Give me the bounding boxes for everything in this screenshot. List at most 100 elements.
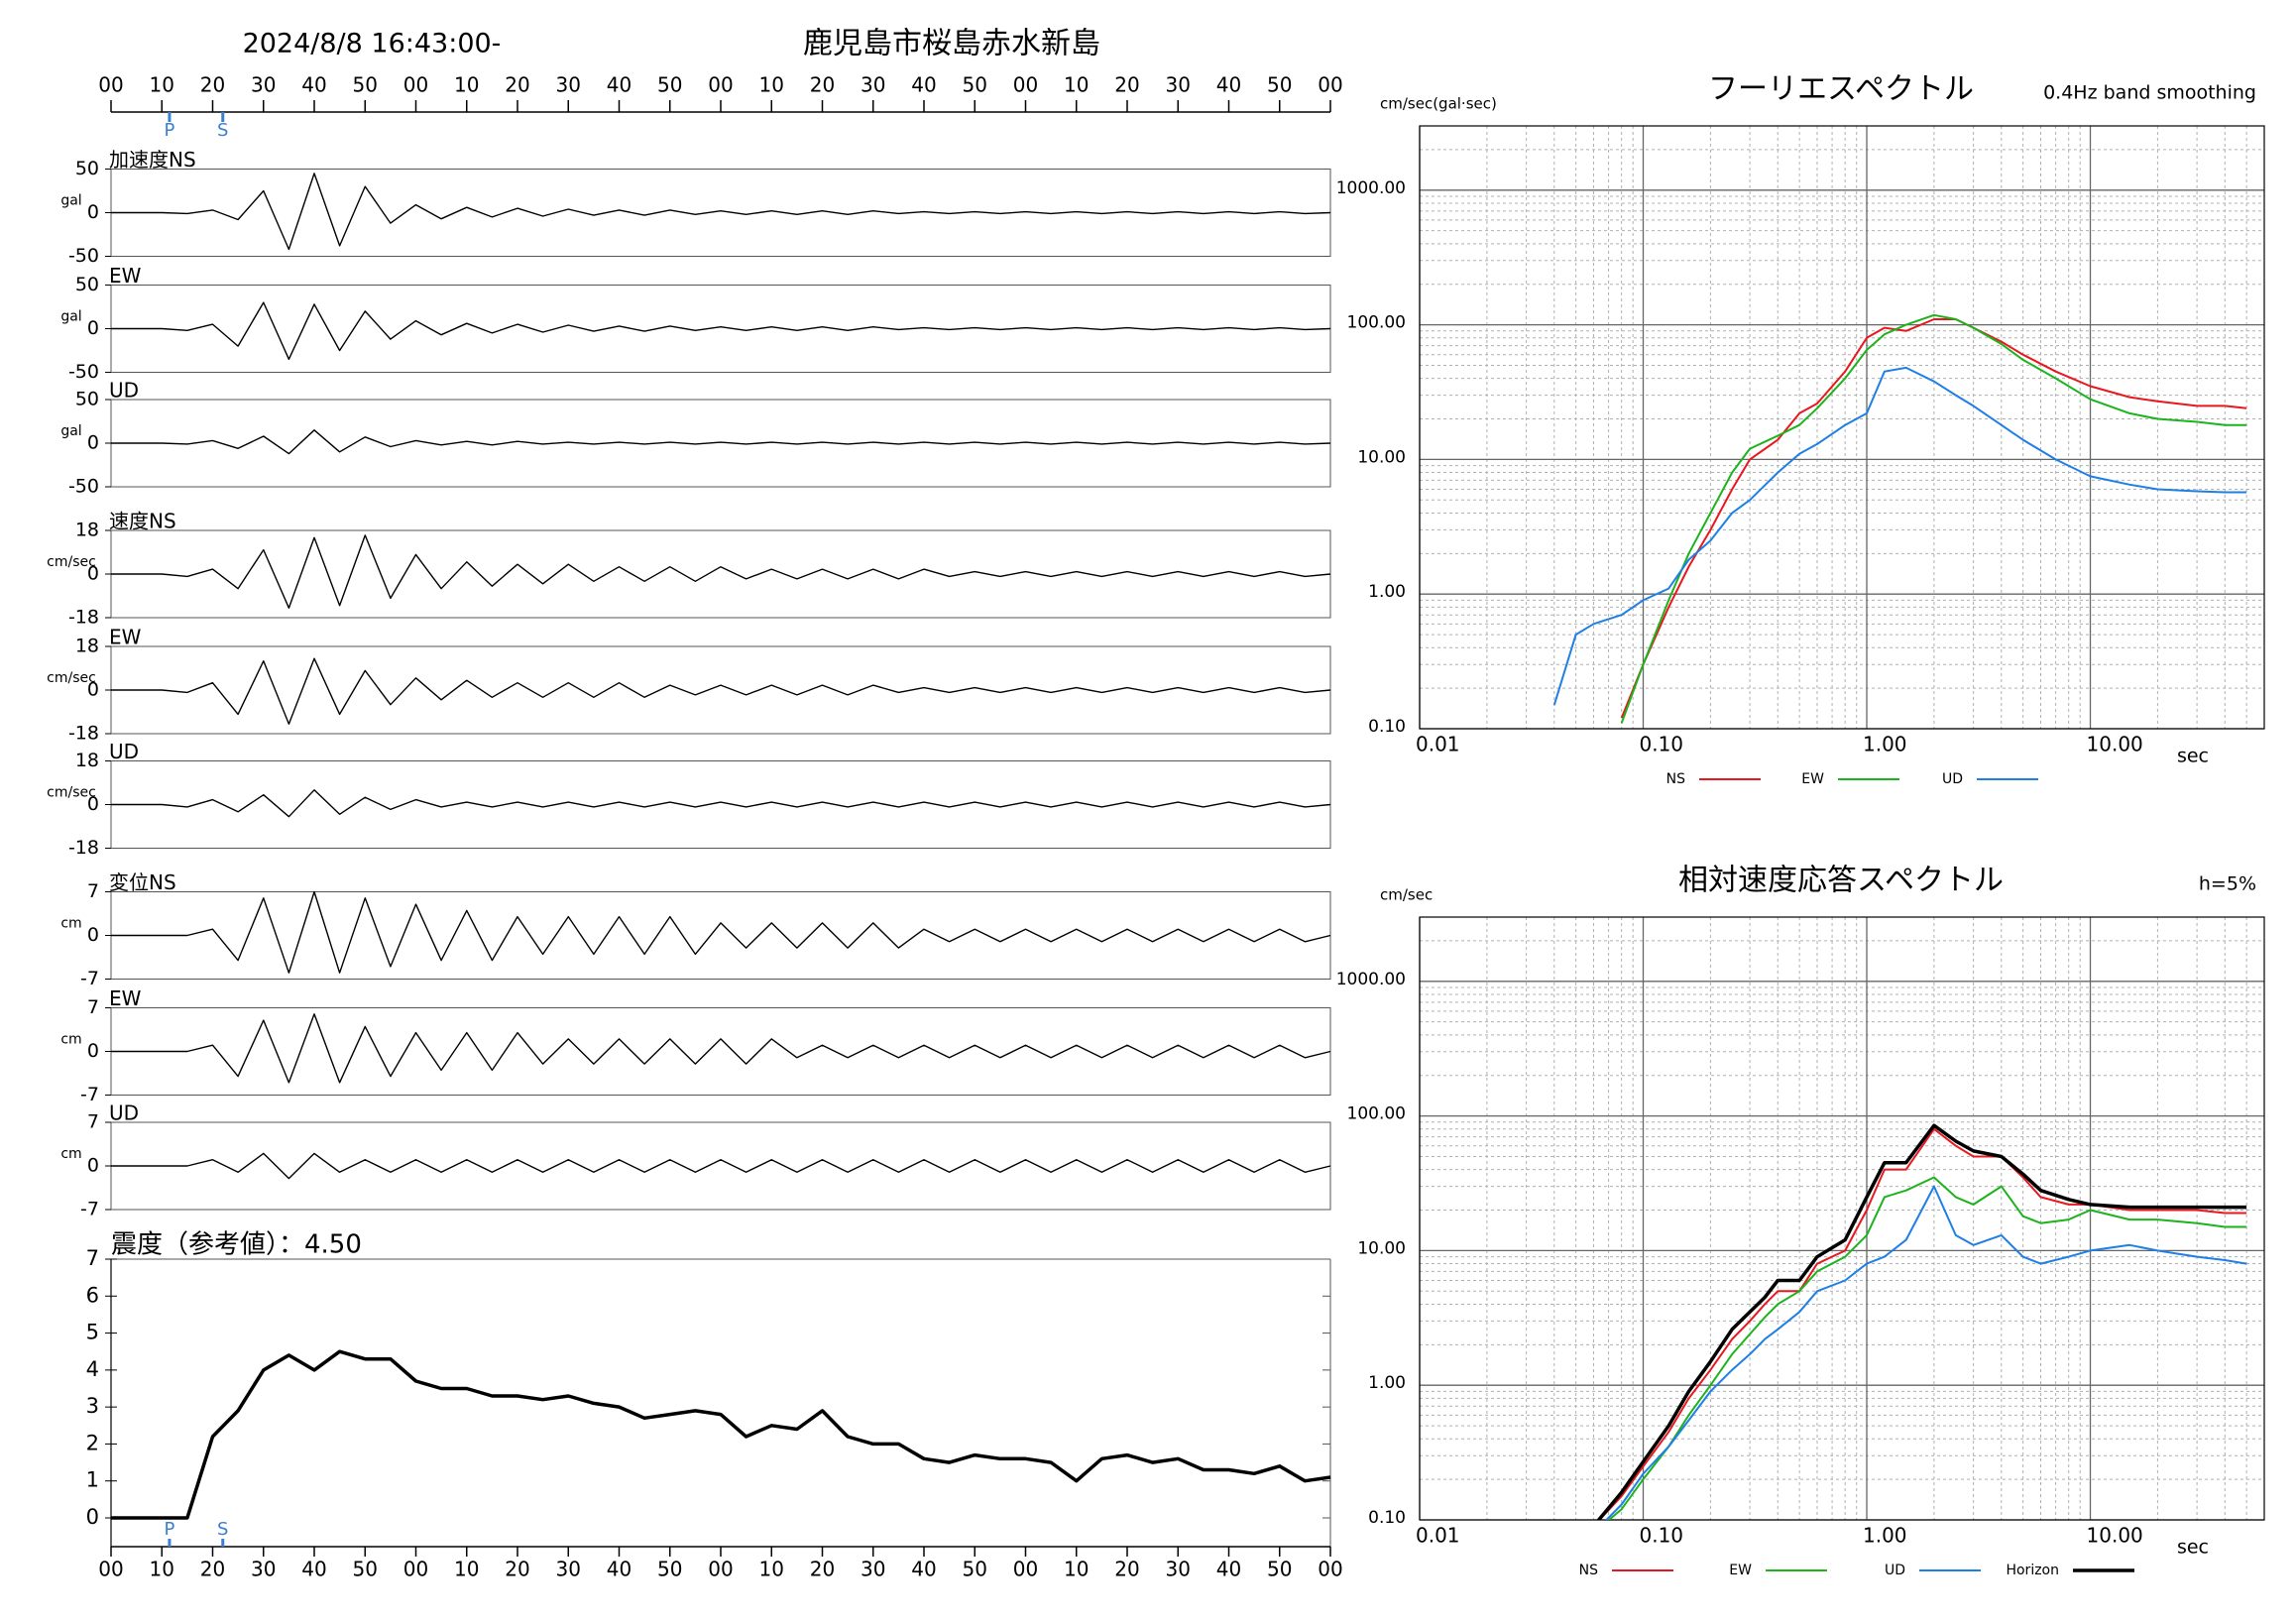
x-tick-label: 50	[657, 73, 682, 97]
x-tick-label: 40	[301, 73, 326, 97]
y-tick-label: 0	[87, 1155, 99, 1177]
x-tick-label: 30	[251, 73, 276, 97]
y-tick-label: -18	[68, 837, 99, 859]
x-tick-label: 0.01	[1416, 1524, 1460, 1548]
y-tick-label: 100.00	[1347, 313, 1406, 333]
x-tick-label: 50	[963, 1558, 987, 1581]
trace-name: 加速度NS	[109, 148, 196, 172]
spectrum-line	[1620, 313, 2247, 724]
spectrum-subtitle: 0.4Hz band smoothing	[2043, 82, 2256, 104]
trace-unit: cm	[60, 1146, 81, 1162]
x-tick-label: 00	[708, 1558, 733, 1581]
y-tick-label: -7	[80, 1199, 99, 1220]
x-tick-label: 20	[505, 73, 529, 97]
x-tick-label: 00	[403, 73, 428, 97]
series-group	[1552, 313, 2247, 724]
x-tick-label: 00	[1013, 73, 1038, 97]
y-tick-label: 3	[86, 1394, 99, 1418]
waveform-trace	[111, 890, 1331, 974]
x-tick-label: 30	[556, 1558, 581, 1581]
legend-label: UD	[1942, 771, 1963, 787]
waveform-trace	[111, 1152, 1331, 1180]
trace-name: 速度NS	[109, 510, 176, 533]
plot-frame	[1419, 125, 2265, 730]
x-tick-label: 40	[607, 1558, 631, 1581]
plot-frame	[1419, 916, 2265, 1521]
x-tick-label: 1.00	[1863, 1524, 1907, 1548]
x-tick-label: 00	[1318, 73, 1342, 97]
x-tick-label: 1.00	[1863, 733, 1907, 756]
x-tick-label: 10	[150, 73, 174, 97]
y-tick-label: -18	[68, 607, 99, 629]
trace-name: UD	[109, 740, 139, 763]
y-tick-label: 18	[75, 520, 99, 541]
trace-name: EW	[109, 986, 142, 1010]
y-tick-label: 0	[86, 1505, 99, 1529]
waveform-trace	[111, 789, 1331, 818]
x-axis-unit: sec	[2177, 746, 2209, 767]
y-tick-label: 2	[86, 1431, 99, 1454]
trace-name: UD	[109, 1101, 139, 1125]
trace-name: EW	[109, 264, 142, 288]
waveform-trace	[111, 1013, 1331, 1084]
x-tick-label: 0.01	[1416, 733, 1460, 756]
waveform-trace	[111, 301, 1331, 360]
y-tick-label: 0	[87, 432, 99, 454]
x-tick-label: 00	[1013, 1558, 1038, 1581]
y-tick-label: 10.00	[1357, 447, 1406, 467]
y-tick-label: 0.10	[1368, 1508, 1406, 1528]
y-tick-label: 18	[75, 636, 99, 657]
phase-label: S	[217, 120, 228, 141]
y-tick-label: 1000.00	[1336, 178, 1406, 198]
trace-unit: cm/sec	[47, 554, 96, 570]
waveform-trace	[111, 173, 1331, 251]
x-tick-label: 30	[251, 1558, 276, 1581]
x-tick-label: 30	[1166, 73, 1191, 97]
x-tick-label: 40	[1216, 1558, 1241, 1581]
y-axis-unit: cm/sec	[1380, 886, 1433, 904]
x-tick-label: 10	[759, 73, 784, 97]
phase-label: P	[165, 1519, 175, 1540]
x-tick-label: 50	[353, 73, 378, 97]
waveform-trace	[111, 657, 1331, 725]
y-tick-label: 0	[87, 563, 99, 585]
trace-name: UD	[109, 379, 139, 403]
x-tick-label: 0.10	[1640, 1524, 1684, 1548]
y-tick-label: 0	[87, 793, 99, 815]
x-tick-label: 10	[1064, 73, 1089, 97]
y-tick-label: 7	[87, 996, 99, 1018]
x-tick-label: 40	[911, 73, 936, 97]
spectrum-title: フーリエスペクトル	[1708, 72, 1974, 107]
spectrum-line	[1607, 1176, 2247, 1520]
x-tick-label: 00	[98, 73, 123, 97]
x-tick-label: 00	[1318, 1558, 1342, 1581]
x-tick-label: 00	[98, 1558, 123, 1581]
y-tick-label: 7	[87, 1111, 99, 1133]
phase-label: S	[217, 1519, 228, 1540]
y-tick-label: 0.10	[1368, 717, 1406, 737]
y-tick-label: 18	[75, 750, 99, 771]
trace-unit: gal	[60, 309, 81, 325]
x-tick-label: 10.00	[2087, 733, 2143, 756]
x-tick-label: 20	[200, 73, 225, 97]
x-tick-label: 40	[301, 1558, 326, 1581]
y-tick-label: -50	[68, 361, 99, 383]
trace-name: EW	[109, 626, 142, 649]
spectrum-line	[1605, 1185, 2247, 1520]
y-tick-label: 0	[87, 201, 99, 223]
phase-label: P	[165, 120, 175, 141]
x-tick-label: 30	[556, 73, 581, 97]
x-tick-label: 20	[505, 1558, 529, 1581]
x-tick-label: 0.10	[1640, 733, 1684, 756]
x-tick-label: 50	[963, 73, 987, 97]
y-tick-label: -50	[68, 245, 99, 267]
x-tick-label: 20	[810, 1558, 835, 1581]
x-tick-label: 00	[403, 1558, 428, 1581]
series-group	[1596, 1123, 2247, 1520]
x-tick-label: 10	[454, 73, 479, 97]
y-tick-label: 100.00	[1347, 1104, 1406, 1124]
y-tick-label: 5	[86, 1321, 99, 1344]
y-tick-label: -7	[80, 968, 99, 989]
